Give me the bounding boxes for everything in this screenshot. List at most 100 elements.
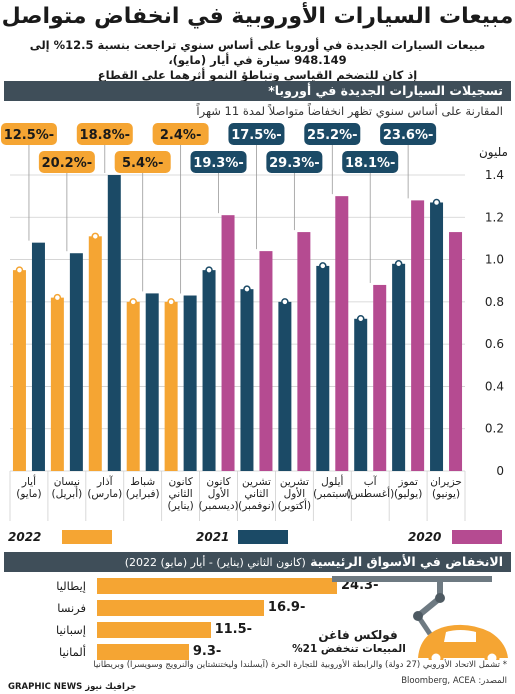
category-label-line: (مايو) [16,488,41,500]
y-tick-label: 1.0 [485,253,504,267]
section-band-markets: الانخفاض في الأسواق الرئيسية (كانون الثا… [4,552,511,572]
bar-2021 [69,253,83,471]
category-label-line: (سبتمبر) [313,488,351,500]
change-badge-label: 5.4%- [122,156,163,171]
change-badge-label: 18.8%- [80,128,131,143]
category-label-line: شباط [130,476,155,488]
market-value: 11.5- [214,622,253,637]
bar-2020 [449,232,463,471]
registrations-chart: 0 0.2 0.4 0.6 0.8 1.0 1.2 1.4 مليون أيار (مايو) نيس… [0,123,508,521]
section-subtitle-markets: (كانون الثاني (يناير) - أيار (مايو) 2022… [124,556,306,569]
category-label-line: (يوليو) [394,488,422,500]
category-label: آب (أغسطس) [346,475,394,500]
change-badge [380,123,437,145]
market-label: فرنسا [57,601,86,615]
category-label-line: الثاني [169,488,193,500]
change-badge [76,123,133,145]
category-label: تشرين الثاني (نوفمبر) [238,476,275,512]
category-label-line: (ديسمبر) [198,500,238,512]
robot-arm-icon [413,582,445,636]
bar-2021 [202,270,216,471]
bar-2021 [278,301,292,471]
change-badge [190,151,247,173]
legend-label-2020: 2020 [408,530,442,544]
legend-label-2021: 2021 [196,530,230,544]
credit: GRAPHIC NEWS جرافيك نيوز [8,682,137,692]
y-tick-label: 0.4 [485,379,504,393]
bar-2021 [145,293,159,471]
category-label-line: تشرين [280,476,309,488]
bar-2021 [430,202,444,471]
change-badge [342,151,399,173]
change-badge [0,123,57,145]
change-badge [228,123,285,145]
category-label-line: الأول [284,487,306,500]
y-tick-label: 0.2 [485,422,504,436]
bar-2022 [164,301,178,471]
category-label: أيار (مايو) [16,474,41,500]
category-label: كانون الثاني (يناير) [168,476,194,512]
change-badge-label: 19.3%- [193,156,244,171]
category-label: حزيران (يونيو) [430,476,462,500]
bar-2020 [411,200,425,471]
market-bar [97,622,211,638]
section-heading-markets: الانخفاض في الأسواق الرئيسية (كانون الثا… [125,554,503,569]
change-badge-label: 23.6%- [383,128,434,143]
change-badge-label: 12.5%- [4,128,55,143]
bar-marker [356,315,365,323]
market-label: إيطاليا [56,579,86,593]
legend-label-2022: 2022 [8,530,42,544]
market-value: 16.9- [267,600,306,615]
change-badge [114,151,171,173]
change-badge [152,123,209,145]
market-bar [97,600,264,616]
market-label: ألمانيا [58,645,86,659]
robot-rail-icon [332,576,492,582]
category-label-line: أيار [21,474,36,488]
change-badge-label: 25.2%- [307,128,358,143]
bar-2020 [373,284,387,471]
category-label-line: (فبراير) [126,488,160,500]
category-label-line: أيلول [321,474,343,488]
category-label-line: (أغسطس) [346,486,394,500]
category-label-line: (مارس) [87,488,122,500]
section-band-registrations: تسجيلات السيارات الجديدة في أوروبا* [4,81,511,101]
y-tick-label: 0.6 [485,337,504,351]
category-label: نيسان (أبريل) [52,476,83,500]
bar-2020 [259,251,273,471]
y-tick-label: 0.8 [485,295,504,309]
beetle-car-icon [418,624,508,660]
bar-2022 [126,301,140,471]
bar-marker [243,285,251,293]
change-badge-label: 2.4%- [160,128,201,143]
change-badge-label: 29.3%- [269,156,320,171]
legend-swatch-2020 [452,530,502,544]
change-badge-label: 18.1%- [345,156,396,171]
bar-2021 [316,265,330,471]
bar-marker [281,298,289,306]
category-label-line: (أكتوبر) [278,498,311,512]
category-label: تشرين الأول (أكتوبر) [278,476,311,512]
vw-title: فولكس فاغن [318,628,398,642]
bar-marker [53,293,62,302]
vw-note: المبيعات تنخفض 21% [292,643,406,655]
category-label-line: الأول [208,487,230,500]
category-label: كانون الأول (ديسمبر) [198,476,238,512]
bar-marker [167,298,175,306]
bar-2021 [354,318,368,471]
change-badge-label: 17.5%- [231,128,282,143]
bar-2022 [88,236,102,471]
subtitle-line-2: إذ كان للتضخم القياسي وتباطؤ النمو أثرهم… [97,68,418,82]
change-badge [266,151,323,173]
category-label-line: (يونيو) [432,488,460,500]
market-bar [97,644,189,660]
change-badge-label: 20.2%- [42,156,93,171]
bar-2020 [297,232,311,471]
car-robot-illustration [332,576,508,660]
bar-2022 [12,270,26,471]
y-axis-label: مليون [479,145,508,160]
category-label-line: حزيران [430,476,462,488]
category-label-line: تموز [397,476,418,488]
bar-marker [319,262,327,270]
bar-marker [129,298,137,306]
